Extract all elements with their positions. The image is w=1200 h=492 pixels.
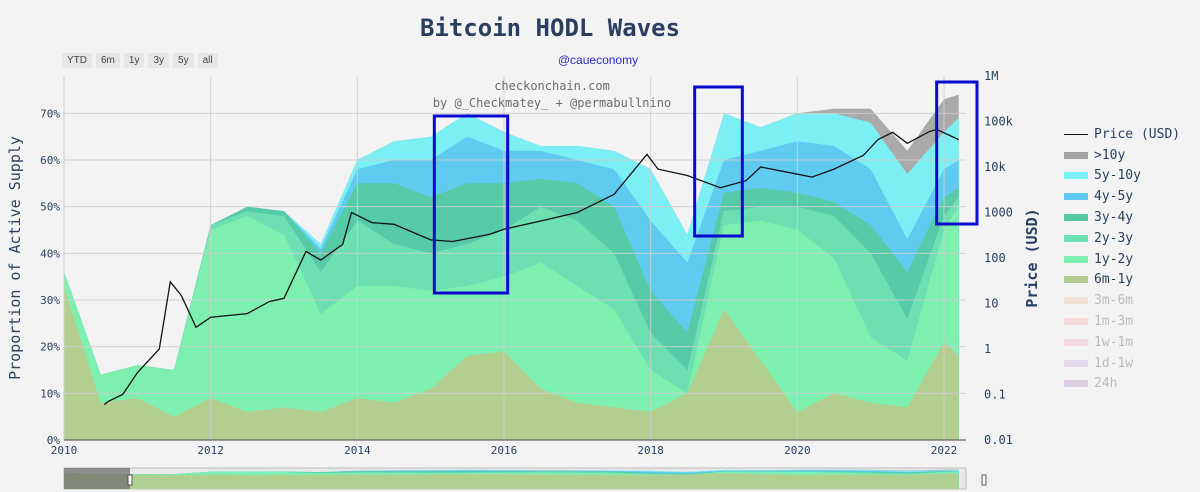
legend-item-5y-10y[interactable]: 5y-10y — [1064, 166, 1180, 187]
y-tick-label: 60% — [40, 154, 60, 167]
range-slider-mask — [64, 468, 130, 489]
legend-swatch-icon — [1064, 318, 1088, 326]
legend-item-3m-6m[interactable]: 3m-6m — [1064, 290, 1180, 311]
range-button-6m[interactable]: 6m — [96, 53, 120, 68]
legend-item-1y-2y[interactable]: 1y-2y — [1064, 249, 1180, 270]
y2-tick-label: 1000 — [984, 206, 1013, 220]
watermark-site: checkonchain.com — [494, 79, 610, 93]
chart-subtitle: @caueconomy — [557, 53, 639, 67]
legend-label: 5y-10y — [1094, 168, 1141, 184]
area-6m-1y — [64, 286, 959, 440]
legend-label: Price (USD) — [1094, 126, 1181, 142]
legend-swatch-icon — [1064, 234, 1088, 242]
legend-item-1m-3m[interactable]: 1m-3m — [1064, 311, 1180, 332]
y-tick-label: 30% — [40, 294, 60, 307]
range-selector: YTD 6m 1y 3y 5y all — [62, 53, 218, 68]
legend-swatch-icon — [1064, 255, 1088, 263]
y-tick-label: 50% — [40, 201, 60, 214]
legend-item-2y-3y[interactable]: 2y-3y — [1064, 228, 1180, 249]
legend-swatch-icon — [1064, 214, 1088, 222]
y2-tick-label: 10 — [984, 297, 998, 311]
y2-axis-title: Price (USD) — [1023, 208, 1041, 307]
x-tick-label: 2020 — [784, 444, 811, 457]
y2-tick-label: 100 — [984, 251, 1006, 265]
legend-label: 1d-1w — [1094, 355, 1134, 371]
y-tick-label: 40% — [40, 247, 60, 260]
legend-line-icon — [1064, 133, 1088, 135]
watermark-credit: by @_Checkmatey_ + @permabullnino — [433, 96, 671, 110]
legend-item-1d-1w[interactable]: 1d-1w — [1064, 353, 1180, 374]
legend-swatch-icon — [1064, 359, 1088, 367]
legend-swatch-icon — [1064, 151, 1088, 159]
legend-label: 24h — [1094, 376, 1118, 392]
legend-label: 2y-3y — [1094, 230, 1134, 246]
legend-item-4y-5y[interactable]: 4y-5y — [1064, 186, 1180, 207]
legend-swatch-icon — [1064, 297, 1088, 305]
y2-tick-label: 0.01 — [984, 433, 1013, 447]
legend-label: >10y — [1094, 147, 1126, 163]
y2-tick-label: 100k — [984, 115, 1014, 129]
legend-swatch-icon — [1064, 380, 1088, 388]
legend: Price (USD) >10y 5y-10y 4y-5y 3y-4y 2y-3y 1y-2… — [1064, 124, 1180, 394]
price-line — [103, 128, 959, 406]
range-slider-handle — [981, 474, 987, 486]
legend-swatch-icon — [1064, 193, 1088, 201]
legend-swatch-icon — [1064, 276, 1088, 284]
y-tick-label: 10% — [40, 387, 60, 400]
range-slider[interactable] — [63, 467, 987, 490]
chart-title: Bitcoin HODL Waves — [419, 14, 681, 42]
range-slider-handle — [127, 474, 133, 486]
range-button-1y[interactable]: 1y — [123, 53, 145, 68]
legend-item-price[interactable]: Price (USD) — [1064, 124, 1180, 145]
range-button-ytd[interactable]: YTD — [62, 53, 92, 68]
legend-label: 1m-3m — [1094, 314, 1134, 330]
range-button-5y[interactable]: 5y — [173, 53, 194, 68]
legend-label: 4y-5y — [1094, 189, 1134, 205]
y-tick-label: 0% — [47, 434, 61, 447]
legend-item-24h[interactable]: 24h — [1064, 374, 1180, 395]
y-axis-title: Proportion of Active Supply — [6, 136, 24, 380]
y-tick-label: 70% — [40, 107, 60, 120]
legend-item-6m-1y[interactable]: 6m-1y — [1064, 270, 1180, 291]
x-tick-label: 2010 — [51, 444, 78, 457]
range-button-all[interactable]: all — [197, 53, 218, 68]
y2-tick-label: 0.1 — [984, 388, 1006, 402]
legend-item-3y-4y[interactable]: 3y-4y — [1064, 207, 1180, 228]
y-tick-label: 20% — [40, 341, 60, 354]
y2-tick-label: 1M — [984, 69, 998, 83]
legend-label: 1y-2y — [1094, 251, 1134, 267]
y2-tick-label: 1 — [984, 342, 991, 356]
legend-label: 1w-1m — [1094, 334, 1134, 350]
legend-item-gt10y[interactable]: >10y — [1064, 145, 1180, 166]
legend-label: 6m-1y — [1094, 272, 1134, 288]
highlight-box — [935, 80, 979, 226]
x-tick-label: 2012 — [197, 444, 224, 457]
highlight-box — [693, 85, 744, 238]
x-tick-label: 2018 — [637, 444, 664, 457]
x-tick-label: 2022 — [931, 444, 958, 457]
x-tick-label: 2014 — [344, 444, 371, 457]
highlight-box — [432, 114, 510, 295]
legend-label: 3m-6m — [1094, 293, 1134, 309]
y2-tick-label: 10k — [984, 160, 1006, 174]
slider-area — [64, 472, 959, 489]
legend-label: 3y-4y — [1094, 210, 1134, 226]
legend-swatch-icon — [1064, 338, 1088, 346]
legend-swatch-icon — [1064, 172, 1088, 180]
x-tick-label: 2016 — [491, 444, 518, 457]
legend-item-1w-1m[interactable]: 1w-1m — [1064, 332, 1180, 353]
range-button-3y[interactable]: 3y — [148, 53, 170, 68]
